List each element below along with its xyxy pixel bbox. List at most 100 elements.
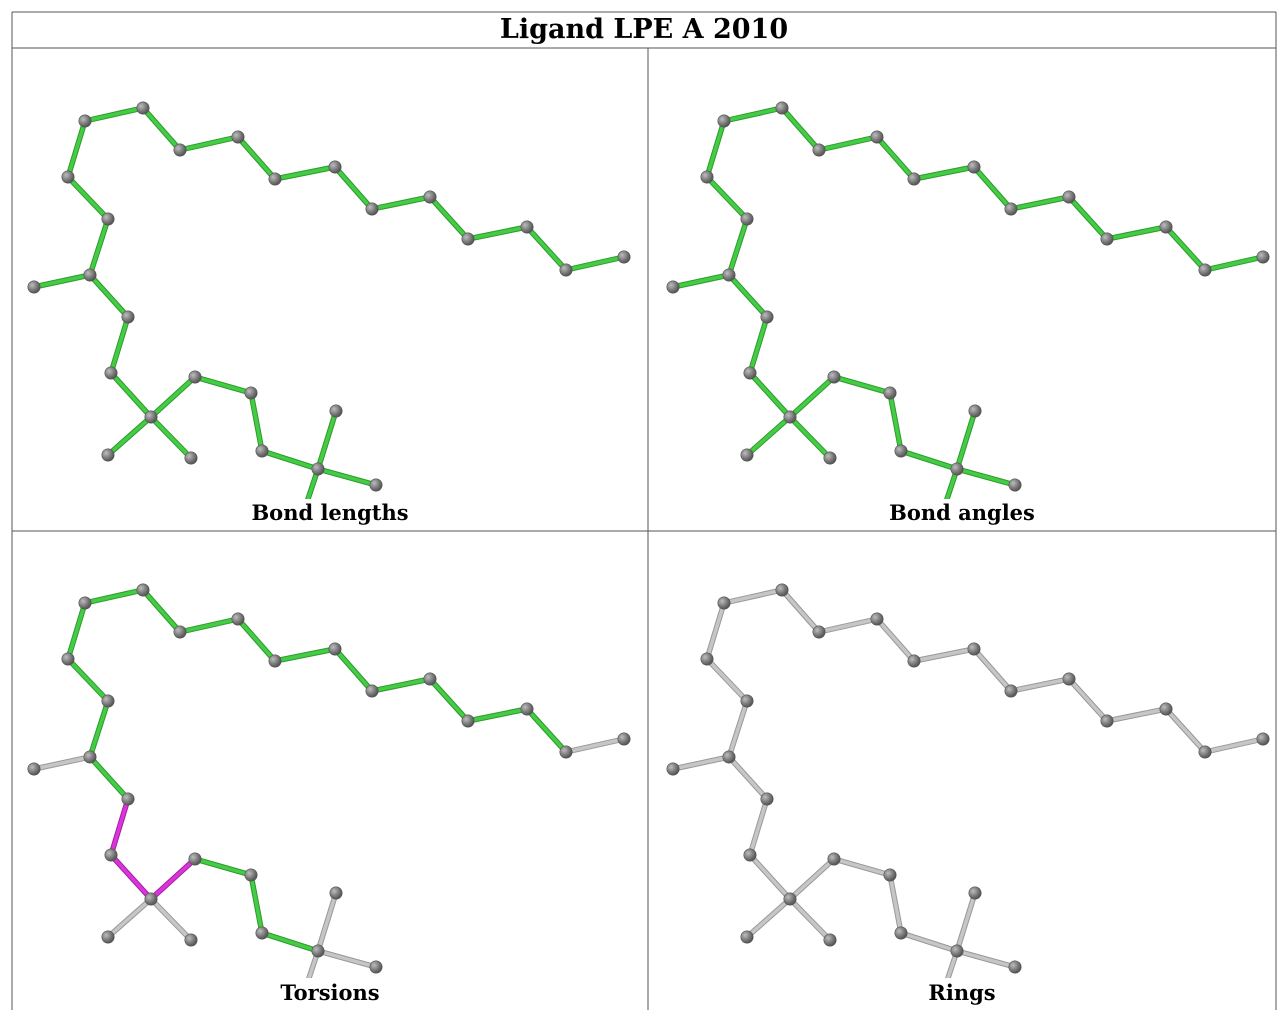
atom — [173, 143, 187, 157]
atom — [1008, 478, 1022, 492]
bond — [888, 391, 903, 453]
atom — [329, 886, 343, 900]
bond — [748, 797, 769, 857]
atom — [617, 732, 631, 746]
atom — [101, 930, 115, 944]
bond — [727, 755, 769, 801]
caption-torsions: Torsions — [280, 980, 380, 1005]
atom — [812, 143, 826, 157]
bond — [273, 647, 337, 663]
atom — [883, 868, 897, 882]
atom — [184, 933, 198, 947]
bond — [955, 949, 1017, 969]
bond — [899, 931, 959, 953]
atom — [121, 310, 135, 324]
atom — [461, 714, 475, 728]
atom — [950, 462, 964, 476]
bond — [955, 409, 977, 471]
bond — [1164, 225, 1207, 272]
bond — [370, 677, 432, 693]
atom — [121, 792, 135, 806]
bond — [66, 175, 110, 221]
atom — [104, 366, 118, 380]
table-title: Ligand LPE A 2010 — [499, 14, 789, 45]
bond — [466, 225, 529, 241]
panel-bond-angles — [666, 101, 1270, 499]
bond — [333, 165, 374, 211]
atom — [870, 130, 884, 144]
atom — [743, 848, 757, 862]
atom — [740, 694, 754, 708]
bond — [193, 857, 253, 877]
atom — [27, 280, 41, 294]
bond — [745, 415, 792, 457]
bond — [705, 601, 726, 661]
bond — [748, 853, 792, 901]
atom — [61, 170, 75, 184]
atom — [365, 684, 379, 698]
atom — [173, 625, 187, 639]
atom — [61, 652, 75, 666]
atom — [894, 444, 908, 458]
atom — [967, 642, 981, 656]
bond — [780, 106, 821, 152]
bond — [88, 699, 110, 759]
bond — [149, 897, 193, 942]
atom — [1004, 202, 1018, 216]
atom — [520, 220, 534, 234]
atom — [101, 212, 115, 226]
atom — [231, 612, 245, 626]
atom — [1062, 190, 1076, 204]
bond — [333, 647, 374, 693]
bond — [66, 601, 87, 661]
atom — [311, 462, 325, 476]
bond — [972, 165, 1013, 211]
bond — [788, 857, 836, 901]
bond — [705, 175, 749, 221]
atom — [423, 672, 437, 686]
bond — [564, 255, 626, 272]
atom — [907, 172, 921, 186]
panel-bond-lengths — [27, 101, 631, 499]
atom — [1256, 250, 1270, 264]
bond — [1009, 195, 1071, 211]
atom — [83, 750, 97, 764]
atom — [1159, 220, 1173, 234]
atom — [1159, 702, 1173, 716]
bond — [32, 755, 92, 771]
atom — [78, 596, 92, 610]
bond — [66, 657, 110, 703]
bond — [748, 315, 769, 375]
atom — [883, 386, 897, 400]
atom — [559, 745, 573, 759]
atom — [967, 160, 981, 174]
bond — [66, 119, 87, 179]
atom — [231, 130, 245, 144]
bond — [912, 647, 976, 663]
bond — [748, 371, 792, 419]
bond — [249, 873, 264, 935]
atom — [783, 892, 797, 906]
atom — [1100, 714, 1114, 728]
bond — [788, 375, 836, 419]
atom — [907, 654, 921, 668]
atom — [255, 926, 269, 940]
caption-bond-lengths: Bond lengths — [251, 500, 409, 525]
bond — [428, 195, 470, 241]
bond — [525, 707, 568, 754]
bond — [32, 273, 92, 289]
atom — [369, 960, 383, 974]
bond — [705, 119, 726, 179]
bond — [1105, 707, 1168, 723]
bond — [109, 853, 153, 901]
atom — [740, 212, 754, 226]
atom — [1198, 745, 1212, 759]
bond — [88, 273, 130, 319]
atom — [783, 410, 797, 424]
bond — [955, 891, 977, 953]
bond — [109, 315, 130, 375]
bond — [141, 106, 182, 152]
atom — [423, 190, 437, 204]
atom — [968, 886, 982, 900]
